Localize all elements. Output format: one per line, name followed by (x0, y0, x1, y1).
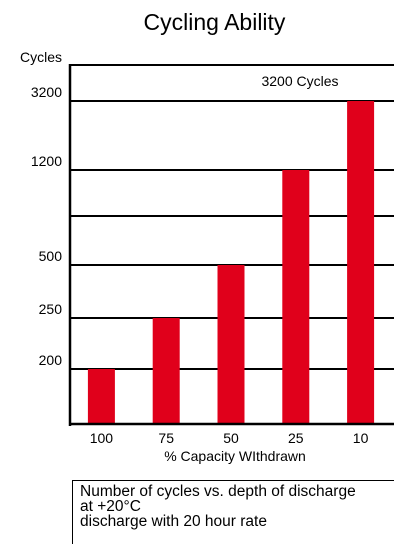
axes (68, 64, 394, 426)
y-tick-label: 200 (39, 352, 63, 368)
y-axis-label: Cycles (20, 49, 62, 65)
bar-25 (282, 170, 310, 424)
x-tick-label: 75 (158, 430, 174, 446)
y-tick-label: 1200 (31, 153, 62, 169)
bar-100 (87, 369, 115, 424)
bars (87, 101, 375, 424)
chart-title: Cycling Ability (143, 9, 286, 35)
caption-line-1: Number of cycles vs. depth of discharge (80, 483, 356, 500)
annotation-label: 3200 Cycles (261, 73, 338, 89)
y-tick-label: 3200 (31, 84, 62, 100)
caption-line-3: discharge with 20 hour rate (80, 513, 267, 530)
caption-box: Number of cycles vs. depth of discharge … (72, 480, 394, 544)
x-tick-label: 10 (353, 430, 369, 446)
x-tick-label: 50 (223, 430, 239, 446)
labels: 200 250 500 1200 3200 Cycles 100 75 50 25 10 3200 C… (20, 49, 369, 464)
x-tick-label: 25 (288, 430, 304, 446)
y-tick-label: 250 (39, 301, 63, 317)
bar-50 (217, 265, 245, 424)
x-axis-label: % Capacity WIthdrawn (164, 448, 306, 464)
y-tick-label: 500 (39, 248, 63, 264)
bar-10 (347, 101, 375, 424)
x-tick-label: 100 (90, 430, 114, 446)
caption-line-2: at +20°C (80, 498, 141, 515)
bar-75 (152, 318, 180, 424)
chart-area: 200 250 500 1200 3200 Cycles 100 75 50 25 10 3200 C… (20, 49, 394, 464)
